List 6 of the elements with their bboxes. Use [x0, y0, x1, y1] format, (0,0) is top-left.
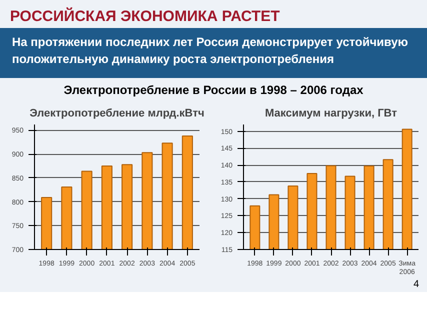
- chart-title: Максимум нагрузки, ГВт: [265, 108, 398, 120]
- text: 4: [413, 278, 419, 292]
- text: Электропотребление в России в 1998 – 2006 годах: [64, 82, 364, 99]
- text: РОССИЙСКАЯ ЭКОНОМИКА РАСТЕТ: [10, 6, 280, 27]
- chart-title: Электропотребление млрд.кВтч: [30, 108, 204, 120]
- text: На протяжении последних лет Россия демонстрирует устойчивую положительную динамику роста электропотребления: [12, 34, 410, 68]
